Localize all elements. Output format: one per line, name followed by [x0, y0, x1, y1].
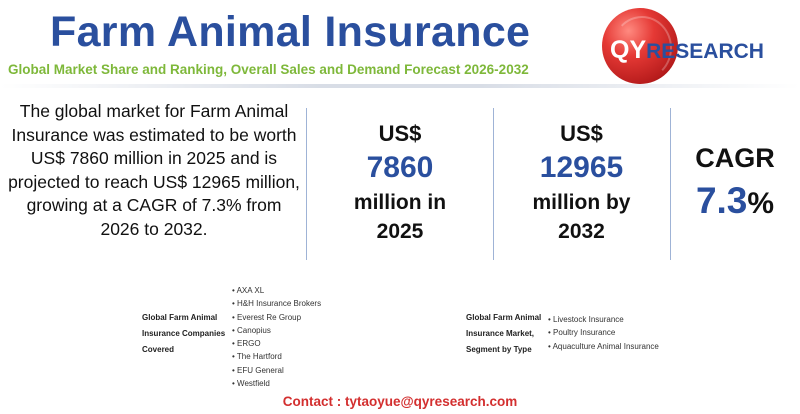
cagr-label: CAGR: [695, 143, 775, 173]
qyresearch-logo: QYRESEARCH: [600, 6, 790, 86]
stat-value: 7860: [366, 151, 434, 184]
logo-text: QYRESEARCH: [610, 36, 764, 65]
page-title: Farm Animal Insurance: [50, 8, 531, 56]
header-divider: [0, 84, 800, 88]
companies-label-line: Insurance Companies: [142, 329, 226, 338]
cagr-value: 7.3%: [672, 176, 798, 229]
companies-label-line: Covered: [142, 345, 175, 354]
cagr-number: 7.3: [695, 180, 748, 221]
globe-icon: [602, 8, 678, 84]
segments-label: Global Farm Animal Insurance Market, Seg…: [466, 310, 541, 358]
segments-label-line: Segment by Type: [466, 345, 532, 354]
company-item: Everest Re Group: [232, 311, 321, 324]
company-item: ERGO: [232, 337, 321, 350]
contact-info: Contact : tytaoyue@qyresearch.com: [282, 394, 518, 409]
stat-cagr: CAGR 7.3%: [672, 140, 798, 229]
stat-year: 2032: [558, 220, 605, 243]
column-divider: [493, 108, 494, 260]
page-subtitle: Global Market Share and Ranking, Overall…: [8, 62, 529, 77]
segment-item: Poultry Insurance: [548, 326, 659, 339]
company-item: EFU General: [232, 364, 321, 377]
company-item: The Hartford: [232, 350, 321, 363]
companies-label-line: Global Farm Animal: [142, 313, 218, 322]
companies-label: Global Farm Animal Insurance Companies C…: [142, 310, 225, 358]
stat-unit: million in: [353, 191, 447, 214]
logo-prefix: QY: [610, 36, 647, 64]
segments-label-line: Insurance Market,: [466, 329, 535, 338]
segment-item: Livestock Insurance: [548, 313, 659, 326]
stat-current-market: US$ 7860 million in 2025: [308, 120, 492, 246]
market-description: The global market for Farm Animal Insura…: [8, 101, 300, 239]
segment-item: Aquaculture Animal Insurance: [548, 340, 659, 353]
company-item: H&H Insurance Brokers: [232, 297, 321, 310]
company-item: Westfield: [232, 377, 321, 390]
company-item: Canopius: [232, 324, 321, 337]
logo-suffix: RESEARCH: [646, 40, 764, 63]
stat-year: 2025: [376, 220, 424, 243]
stat-value: 12965: [539, 151, 624, 184]
segments-label-line: Global Farm Animal: [466, 313, 542, 322]
companies-list: AXA XL H&H Insurance Brokers Everest Re …: [232, 284, 321, 390]
segments-list: Livestock Insurance Poultry Insurance Aq…: [548, 313, 659, 353]
stat-forecast-market: US$ 12965 million by 2032: [494, 120, 669, 246]
company-item: AXA XL: [232, 284, 321, 297]
stat-currency: US$: [560, 121, 603, 146]
column-divider: [306, 108, 307, 260]
stat-currency: US$: [378, 121, 422, 146]
stat-unit: million by: [532, 191, 631, 214]
column-divider: [670, 108, 671, 260]
cagr-percent-sign: %: [747, 187, 775, 220]
